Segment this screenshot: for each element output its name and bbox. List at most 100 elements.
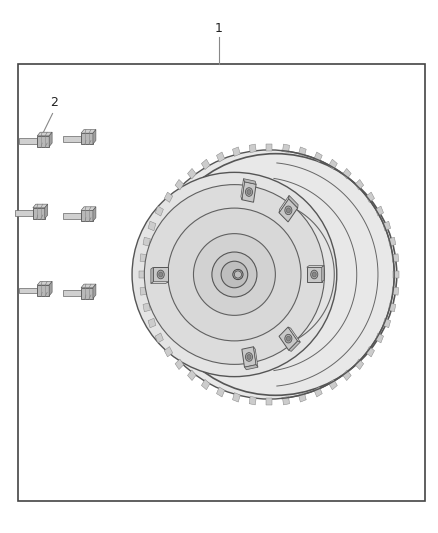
Polygon shape <box>33 204 48 208</box>
Polygon shape <box>392 287 399 295</box>
Polygon shape <box>151 268 153 284</box>
Polygon shape <box>187 370 196 381</box>
Polygon shape <box>266 398 272 406</box>
Polygon shape <box>93 284 96 298</box>
Polygon shape <box>151 281 168 284</box>
Polygon shape <box>289 196 298 208</box>
FancyBboxPatch shape <box>63 290 81 296</box>
Polygon shape <box>164 346 173 357</box>
Polygon shape <box>45 204 48 219</box>
Polygon shape <box>375 333 384 343</box>
Ellipse shape <box>168 208 301 341</box>
Polygon shape <box>279 327 298 350</box>
Ellipse shape <box>221 261 248 288</box>
Polygon shape <box>49 281 52 296</box>
Polygon shape <box>355 359 364 369</box>
Ellipse shape <box>194 233 276 316</box>
FancyBboxPatch shape <box>19 138 37 144</box>
Polygon shape <box>143 237 150 246</box>
Polygon shape <box>201 159 210 169</box>
Polygon shape <box>283 144 290 152</box>
Polygon shape <box>249 397 256 405</box>
Circle shape <box>159 272 162 277</box>
Polygon shape <box>389 237 396 246</box>
Ellipse shape <box>145 184 325 365</box>
Polygon shape <box>375 206 384 216</box>
Polygon shape <box>233 393 240 402</box>
Polygon shape <box>283 397 290 405</box>
FancyBboxPatch shape <box>37 136 49 147</box>
Polygon shape <box>393 271 399 278</box>
Polygon shape <box>288 327 300 342</box>
FancyBboxPatch shape <box>81 211 93 221</box>
FancyBboxPatch shape <box>81 288 93 298</box>
Polygon shape <box>81 130 96 133</box>
Polygon shape <box>389 303 396 312</box>
Polygon shape <box>383 221 391 231</box>
Polygon shape <box>216 387 225 397</box>
Polygon shape <box>216 152 225 162</box>
Polygon shape <box>254 347 258 367</box>
Polygon shape <box>314 152 322 162</box>
Polygon shape <box>383 318 391 328</box>
Polygon shape <box>175 359 184 369</box>
Polygon shape <box>164 192 173 203</box>
Text: 1: 1 <box>215 22 223 35</box>
Polygon shape <box>143 303 150 312</box>
Polygon shape <box>37 281 52 285</box>
Ellipse shape <box>132 172 337 377</box>
FancyBboxPatch shape <box>19 287 37 294</box>
Polygon shape <box>266 143 272 151</box>
Ellipse shape <box>212 252 257 297</box>
Circle shape <box>311 270 318 279</box>
Polygon shape <box>139 271 145 278</box>
Polygon shape <box>153 268 168 281</box>
Polygon shape <box>279 199 298 222</box>
Polygon shape <box>93 130 96 144</box>
Polygon shape <box>155 333 163 343</box>
Polygon shape <box>249 144 256 152</box>
Polygon shape <box>329 159 337 169</box>
Ellipse shape <box>234 271 241 278</box>
Polygon shape <box>81 207 96 211</box>
Circle shape <box>285 334 292 343</box>
Polygon shape <box>244 365 258 370</box>
Polygon shape <box>148 318 156 328</box>
Polygon shape <box>37 132 52 136</box>
Circle shape <box>286 336 290 341</box>
Polygon shape <box>366 346 374 357</box>
Circle shape <box>157 270 164 279</box>
Polygon shape <box>244 179 256 184</box>
FancyBboxPatch shape <box>15 210 33 216</box>
Circle shape <box>245 353 253 361</box>
Polygon shape <box>279 196 289 213</box>
Polygon shape <box>175 180 184 190</box>
Polygon shape <box>241 179 244 200</box>
Polygon shape <box>307 268 322 281</box>
Polygon shape <box>289 341 300 351</box>
Polygon shape <box>298 393 306 402</box>
Polygon shape <box>201 379 210 390</box>
FancyBboxPatch shape <box>18 64 425 501</box>
FancyBboxPatch shape <box>37 285 49 296</box>
Polygon shape <box>329 379 337 390</box>
Polygon shape <box>355 180 364 190</box>
Polygon shape <box>242 347 256 367</box>
Polygon shape <box>140 254 147 262</box>
Circle shape <box>285 206 292 215</box>
Polygon shape <box>322 265 324 281</box>
FancyBboxPatch shape <box>63 213 81 219</box>
Polygon shape <box>307 265 324 268</box>
Polygon shape <box>343 370 351 381</box>
Circle shape <box>247 354 251 359</box>
Polygon shape <box>93 207 96 221</box>
FancyBboxPatch shape <box>81 133 93 144</box>
Polygon shape <box>81 284 96 288</box>
Polygon shape <box>233 147 240 156</box>
Polygon shape <box>366 192 374 203</box>
Polygon shape <box>49 132 52 147</box>
Polygon shape <box>343 168 351 179</box>
Circle shape <box>245 188 253 196</box>
FancyBboxPatch shape <box>63 135 81 142</box>
Circle shape <box>286 208 290 213</box>
